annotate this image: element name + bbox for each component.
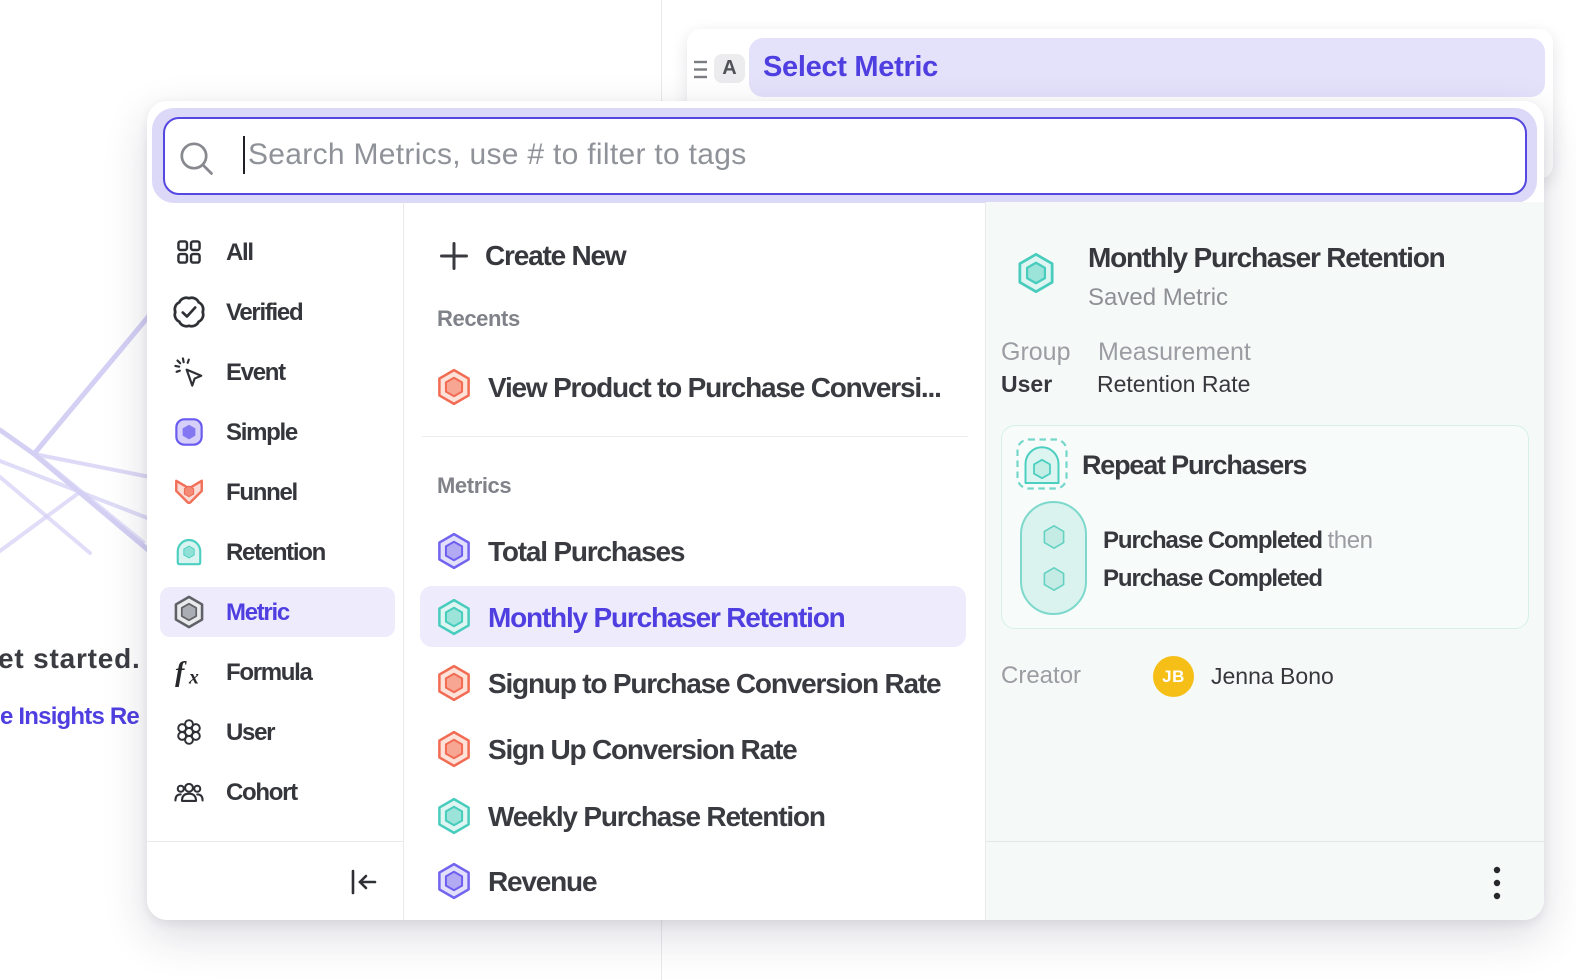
svg-text:f: f [175,657,187,687]
svg-text:x: x [188,666,199,687]
